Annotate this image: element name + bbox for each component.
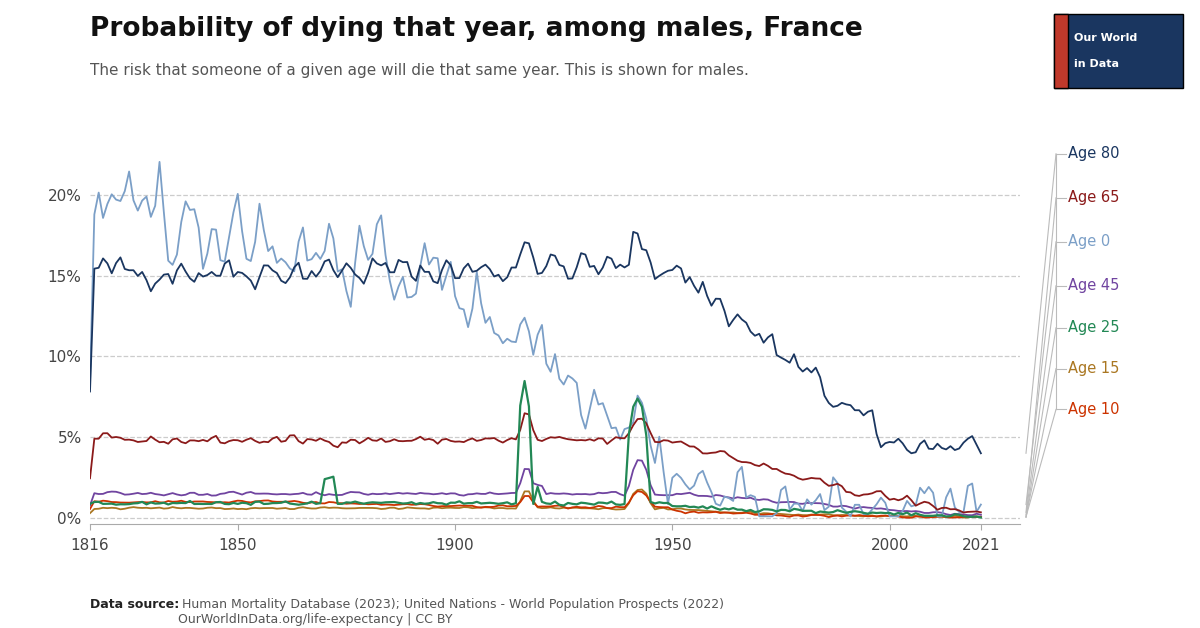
Text: Data source:: Data source: (90, 598, 179, 611)
Text: Age 15: Age 15 (1068, 361, 1120, 376)
Text: Age 65: Age 65 (1068, 190, 1120, 205)
Text: Age 0: Age 0 (1068, 234, 1110, 249)
Text: Age 45: Age 45 (1068, 278, 1120, 293)
Text: Human Mortality Database (2023); United Nations - World Population Prospects (20: Human Mortality Database (2023); United … (178, 598, 724, 626)
Text: Our World: Our World (1074, 33, 1138, 43)
Text: Age 25: Age 25 (1068, 320, 1120, 335)
Text: The risk that someone of a given age will die that same year. This is shown for : The risk that someone of a given age wil… (90, 63, 749, 78)
Text: in Data: in Data (1074, 59, 1120, 69)
Text: Age 80: Age 80 (1068, 146, 1120, 161)
Text: Age 10: Age 10 (1068, 402, 1120, 417)
Text: Probability of dying that year, among males, France: Probability of dying that year, among ma… (90, 16, 863, 41)
